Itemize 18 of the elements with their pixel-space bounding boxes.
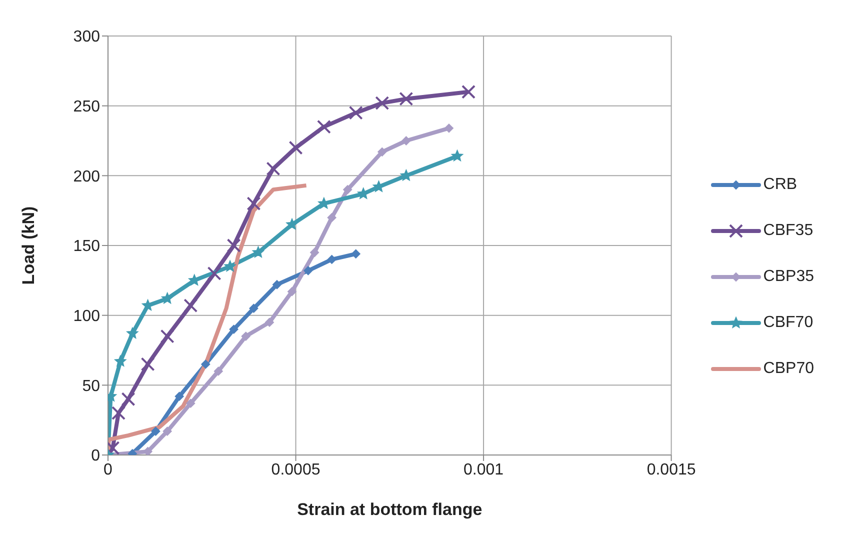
legend-label: CBF35 bbox=[763, 222, 814, 240]
y-tick-label: 100 bbox=[73, 308, 100, 326]
y-axis-title: Load (kN) bbox=[19, 206, 38, 285]
legend-label: CBP70 bbox=[763, 360, 814, 378]
y-tick-label: 50 bbox=[82, 378, 100, 395]
x-tick-label: 0.0015 bbox=[646, 461, 696, 478]
y-tick-label: 150 bbox=[73, 238, 100, 256]
x-tick-label: 0.0005 bbox=[271, 461, 320, 478]
y-tick-label: 200 bbox=[73, 168, 100, 186]
y-tick-label: 250 bbox=[73, 98, 100, 116]
x-tick-label: 0.001 bbox=[464, 461, 504, 478]
x-axis-title: Strain at bottom flange bbox=[297, 500, 482, 519]
legend-label: CBP35 bbox=[763, 268, 814, 286]
y-tick-label: 300 bbox=[73, 28, 100, 46]
legend-label: CRB bbox=[763, 176, 798, 194]
y-tick-label: 0 bbox=[91, 448, 100, 465]
legend-label: CBF70 bbox=[763, 314, 814, 332]
x-tick-label: 0 bbox=[104, 461, 113, 478]
